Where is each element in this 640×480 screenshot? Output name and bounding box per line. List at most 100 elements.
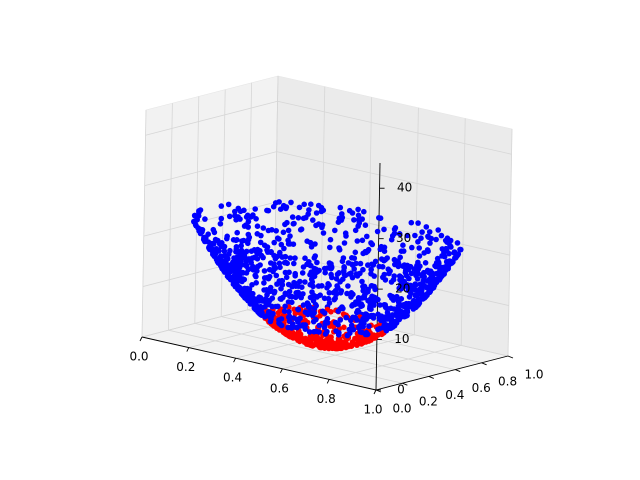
x-tick-label: 0.0 xyxy=(129,350,148,364)
axes-grid xyxy=(141,75,513,391)
point-high xyxy=(422,260,429,266)
point-high xyxy=(269,303,276,310)
point-high xyxy=(326,290,333,296)
point-high xyxy=(232,208,238,215)
point-low xyxy=(292,310,299,317)
point-high xyxy=(392,318,398,325)
point-high xyxy=(423,224,430,230)
point-high xyxy=(286,309,292,315)
point-high xyxy=(328,271,334,278)
point-high xyxy=(260,225,267,231)
point-high xyxy=(435,259,442,266)
point-high xyxy=(391,226,398,233)
point-high xyxy=(404,232,411,239)
point-high xyxy=(286,313,293,320)
point-high xyxy=(402,282,408,288)
x-tick-label: 0.6 xyxy=(270,381,289,395)
point-high xyxy=(297,315,303,322)
point-low xyxy=(316,336,323,342)
point-high xyxy=(285,299,292,305)
point-high xyxy=(300,215,307,222)
point-high xyxy=(317,292,324,299)
point-low xyxy=(343,337,349,343)
point-high xyxy=(326,260,333,266)
point-high xyxy=(225,201,232,208)
point-high xyxy=(416,253,423,259)
point-high xyxy=(398,274,405,281)
point-high xyxy=(333,276,340,282)
point-high xyxy=(252,206,258,212)
point-high xyxy=(319,308,326,315)
point-high xyxy=(302,322,309,328)
point-high xyxy=(316,267,322,274)
point-high xyxy=(233,246,240,253)
point-high xyxy=(377,246,384,253)
point-high xyxy=(300,264,307,270)
point-high xyxy=(250,290,256,297)
point-high xyxy=(444,258,451,265)
point-high xyxy=(257,303,264,310)
point-high xyxy=(307,308,313,315)
z-tick-label: 0 xyxy=(397,383,405,397)
point-high xyxy=(318,208,325,215)
point-high xyxy=(313,316,319,323)
x-tick-mark xyxy=(373,389,377,395)
point-high xyxy=(243,248,250,255)
point-high xyxy=(412,232,418,239)
point-high xyxy=(400,248,407,254)
point-high xyxy=(243,258,249,264)
point-high xyxy=(415,291,421,297)
point-high xyxy=(441,264,447,271)
point-high xyxy=(348,270,354,277)
point-high xyxy=(388,236,395,243)
point-high xyxy=(367,305,373,312)
point-high xyxy=(365,286,372,293)
point-low xyxy=(356,333,362,340)
x-tick-label: 0.2 xyxy=(176,360,195,374)
point-high xyxy=(302,255,308,261)
point-high xyxy=(403,273,410,279)
point-high xyxy=(425,286,432,292)
point-high xyxy=(313,222,319,229)
point-high xyxy=(291,260,297,267)
point-high xyxy=(426,229,433,235)
grid-line-x-back xyxy=(460,118,466,346)
point-high xyxy=(231,258,238,265)
point-high xyxy=(259,310,265,316)
point-high xyxy=(416,245,423,251)
point-high xyxy=(257,239,264,246)
point-high xyxy=(270,310,276,317)
point-high xyxy=(213,246,220,252)
point-high xyxy=(191,212,198,219)
point-high xyxy=(396,306,402,313)
point-high xyxy=(302,309,309,316)
axes-panes xyxy=(141,75,513,391)
y-tick-label: 0.4 xyxy=(445,388,464,402)
point-high xyxy=(267,284,274,291)
point-high xyxy=(415,220,421,226)
point-high xyxy=(333,328,339,334)
point-high xyxy=(363,329,370,336)
point-high xyxy=(263,287,270,293)
point-high xyxy=(261,242,268,249)
point-high xyxy=(238,242,244,249)
point-high xyxy=(341,240,348,246)
point-high xyxy=(357,260,364,267)
point-high xyxy=(289,214,296,220)
point-high xyxy=(250,263,256,270)
point-high xyxy=(416,286,423,293)
point-high xyxy=(292,255,298,261)
point-high xyxy=(274,235,281,241)
point-high xyxy=(273,228,280,234)
point-high xyxy=(266,273,273,280)
point-high xyxy=(381,248,388,254)
z-tick-label: 40 xyxy=(397,181,412,195)
point-high xyxy=(381,226,387,233)
point-high xyxy=(281,245,287,252)
point-high xyxy=(235,262,242,269)
point-high xyxy=(322,269,329,276)
point-high xyxy=(269,295,276,302)
z-tick-label: 20 xyxy=(395,282,410,296)
point-high xyxy=(310,283,316,290)
point-high xyxy=(271,261,277,267)
